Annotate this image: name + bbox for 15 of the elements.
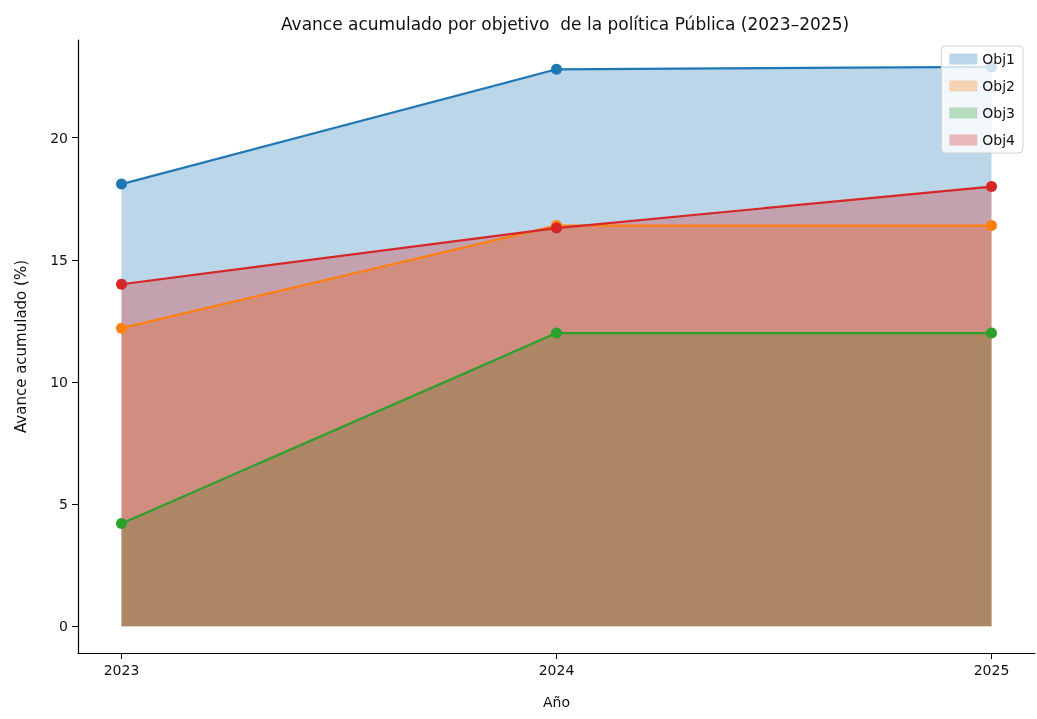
chart-title: Avance acumulado por objetivo de la política Pública (2023–2025) [280, 13, 850, 34]
x-axis-title: Año [542, 694, 571, 710]
x-tick-label: 2023 [103, 662, 140, 678]
legend-label: Obj2 [982, 78, 1015, 94]
y-tick-label: 10 [50, 373, 68, 390]
y-axis-title: Avance acumulado (%) [11, 259, 30, 434]
y-tick-label: 5 [59, 496, 68, 513]
x-tick-label: 2024 [538, 662, 575, 678]
y-tick-label: 20 [50, 129, 68, 146]
y-tick-label: 15 [50, 251, 68, 268]
legend-label: Obj3 [982, 105, 1015, 121]
legend-label: Obj4 [982, 132, 1016, 148]
x-tick-label: 2025 [973, 662, 1010, 678]
legend-label: Obj1 [982, 51, 1015, 67]
y-tick-label: 0 [59, 618, 68, 635]
